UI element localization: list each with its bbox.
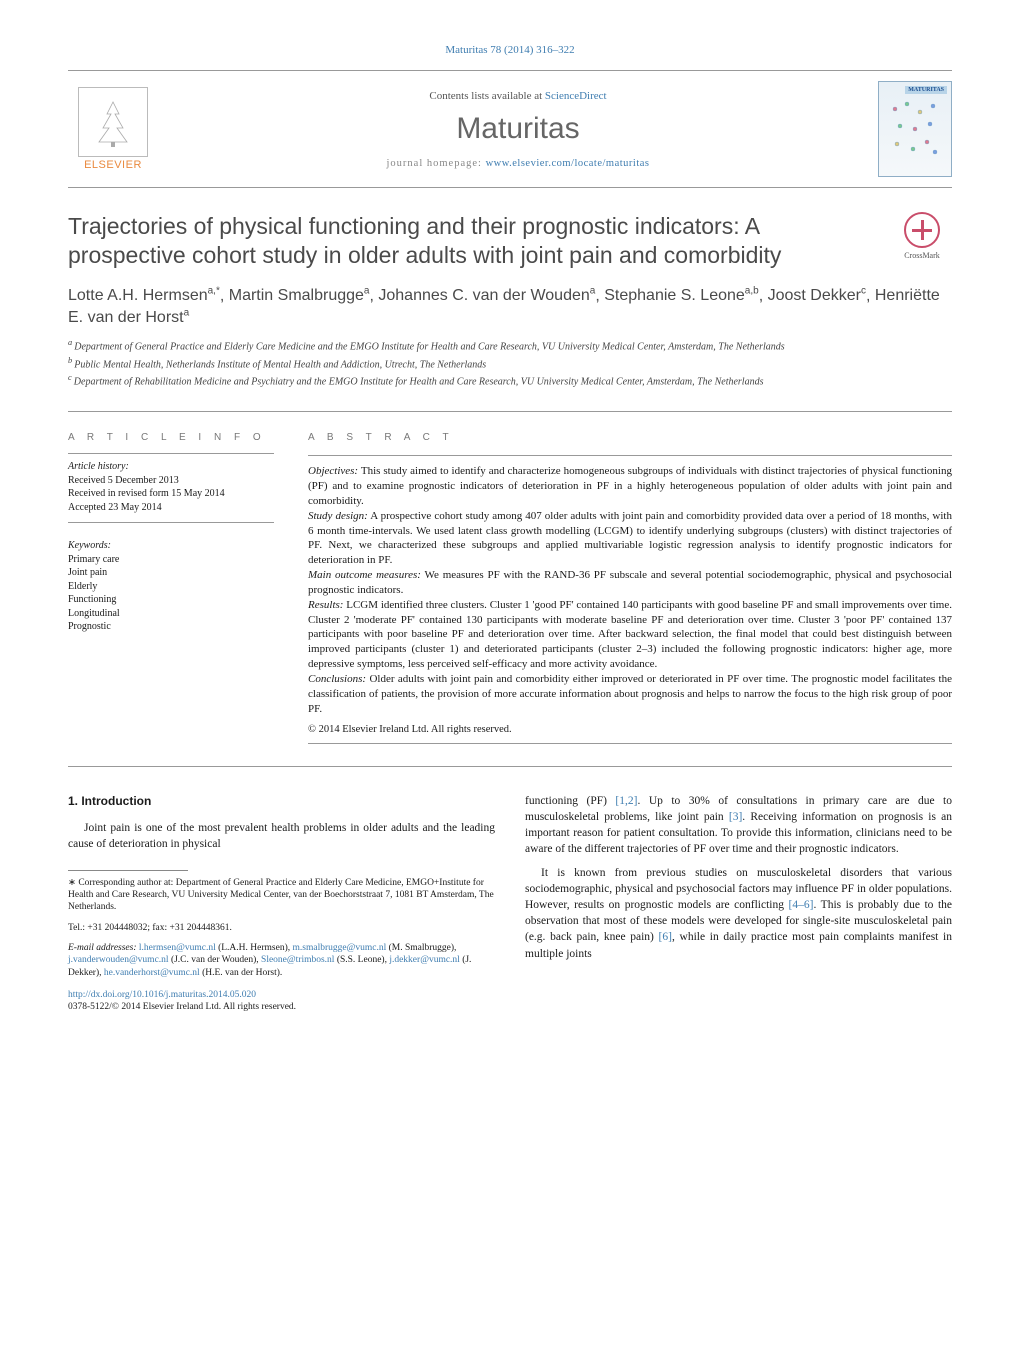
contents-line: Contents lists available at ScienceDirec… <box>158 90 878 102</box>
sciencedirect-link[interactable]: ScienceDirect <box>545 90 607 102</box>
tree-icon <box>85 94 141 150</box>
abstract-column: A B S T R A C T Objectives: This study a… <box>308 432 952 744</box>
contents-prefix: Contents lists available at <box>429 90 544 102</box>
divider <box>68 766 952 767</box>
email-link[interactable]: m.smalbrugge@vumc.nl <box>293 943 387 953</box>
journal-cover-thumbnail: MATURITAS <box>878 81 952 177</box>
email-label: E-mail addresses: <box>68 943 139 953</box>
email-link[interactable]: l.hermsen@vumc.nl <box>139 943 216 953</box>
keyword: Elderly <box>68 580 274 594</box>
keyword: Longitudinal <box>68 607 274 621</box>
article-info-column: A R T I C L E I N F O Article history: R… <box>68 432 274 744</box>
doi-link[interactable]: http://dx.doi.org/10.1016/j.maturitas.20… <box>68 990 256 1000</box>
divider <box>68 453 274 454</box>
affiliations: a Department of General Practice and Eld… <box>68 337 952 389</box>
abstract-outcome: Main outcome measures: We measures PF wi… <box>308 568 952 598</box>
received-date: Received 5 December 2013 <box>68 474 274 488</box>
email-link[interactable]: j.dekker@vumc.nl <box>389 955 459 965</box>
journal-header: ELSEVIER Contents lists available at Sci… <box>68 70 952 188</box>
tel-fax: Tel.: +31 204448032; fax: +31 204448361. <box>68 922 495 934</box>
cover-thumb-title: MATURITAS <box>905 86 947 94</box>
citation-link[interactable]: [3] <box>729 811 742 823</box>
keywords-block: Keywords: Primary careJoint painElderlyF… <box>68 539 274 634</box>
keyword: Primary care <box>68 553 274 567</box>
email-link[interactable]: Sleone@trimbos.nl <box>261 955 334 965</box>
author: Joost Dekkerc <box>768 287 866 304</box>
section-heading-intro: 1. Introduction <box>68 793 495 810</box>
accepted-date: Accepted 23 May 2014 <box>68 501 274 515</box>
author: Stephanie S. Leonea,b <box>604 287 758 304</box>
keywords-label: Keywords: <box>68 539 274 553</box>
author: Johannes C. van der Woudena <box>378 287 595 304</box>
affiliation: a Department of General Practice and Eld… <box>68 337 952 354</box>
abstract-body: Objectives: This study aimed to identify… <box>308 464 952 737</box>
homepage-link[interactable]: www.elsevier.com/locate/maturitas <box>486 158 650 169</box>
header-center: Contents lists available at ScienceDirec… <box>158 90 878 169</box>
affiliation: c Department of Rehabilitation Medicine … <box>68 372 952 389</box>
article-info-heading: A R T I C L E I N F O <box>68 432 274 443</box>
abstract-copyright: © 2014 Elsevier Ireland Ltd. All rights … <box>308 723 952 737</box>
revised-date: Received in revised form 15 May 2014 <box>68 487 274 501</box>
footnotes: ∗ Corresponding author at: Department of… <box>68 877 495 979</box>
intro-paragraph-2: It is known from previous studies on mus… <box>525 865 952 962</box>
elsevier-tree-icon <box>78 87 148 157</box>
abstract-design: Study design: A prospective cohort study… <box>308 509 952 568</box>
divider <box>68 522 274 523</box>
publisher-logo-block: ELSEVIER <box>68 87 158 171</box>
keyword: Joint pain <box>68 566 274 580</box>
journal-reference: Maturitas 78 (2014) 316–322 <box>68 44 952 56</box>
author: Martin Smalbruggea <box>229 287 370 304</box>
doi-block: http://dx.doi.org/10.1016/j.maturitas.20… <box>68 989 495 1014</box>
right-column: functioning (PF) [1,2]. Up to 30% of con… <box>525 793 952 1014</box>
email-link[interactable]: he.vanderhorst@vumc.nl <box>104 968 200 978</box>
cover-art-icon <box>885 94 945 164</box>
crossmark-icon <box>904 212 940 248</box>
homepage-line: journal homepage: www.elsevier.com/locat… <box>158 158 878 169</box>
crossmark-badge[interactable]: CrossMark <box>892 212 952 260</box>
info-abstract-row: A R T I C L E I N F O Article history: R… <box>68 432 952 744</box>
abstract-heading: A B S T R A C T <box>308 432 952 443</box>
crossmark-label: CrossMark <box>904 251 940 260</box>
body-columns: 1. Introduction Joint pain is one of the… <box>68 793 952 1014</box>
title-row: Trajectories of physical functioning and… <box>68 212 952 285</box>
authors-line: Lotte A.H. Hermsena,*, Martin Smalbrugge… <box>68 285 952 329</box>
author: Lotte A.H. Hermsena,* <box>68 287 220 304</box>
divider <box>308 743 952 744</box>
left-column: 1. Introduction Joint pain is one of the… <box>68 793 495 1014</box>
abstract-conclusions: Conclusions: Older adults with joint pai… <box>308 672 952 717</box>
publisher-label: ELSEVIER <box>84 159 142 171</box>
abstract-objectives: Objectives: This study aimed to identify… <box>308 464 952 509</box>
history-label: Article history: <box>68 460 274 474</box>
article-title: Trajectories of physical functioning and… <box>68 212 872 271</box>
divider <box>308 455 952 456</box>
citation-link[interactable]: [6] <box>659 931 672 943</box>
intro-paragraph-1: Joint pain is one of the most prevalent … <box>68 820 495 852</box>
divider <box>68 411 952 412</box>
keyword: Functioning <box>68 593 274 607</box>
journal-title: Maturitas <box>158 112 878 146</box>
page: Maturitas 78 (2014) 316–322 ELSEVIER Con… <box>0 0 1020 1054</box>
email-link[interactable]: j.vanderwouden@vumc.nl <box>68 955 169 965</box>
keyword: Prognostic <box>68 620 274 634</box>
abstract-results: Results: LCGM identified three clusters.… <box>308 598 952 672</box>
citation-link[interactable]: [4–6] <box>789 899 814 911</box>
affiliation: b Public Mental Health, Netherlands Inst… <box>68 355 952 372</box>
corresponding-author: ∗ Corresponding author at: Department of… <box>68 877 495 914</box>
issn-copyright: 0378-5122/© 2014 Elsevier Ireland Ltd. A… <box>68 1002 296 1012</box>
citation-link[interactable]: [1,2] <box>615 795 637 807</box>
intro-paragraph-1-cont: functioning (PF) [1,2]. Up to 30% of con… <box>525 793 952 857</box>
email-addresses: E-mail addresses: l.hermsen@vumc.nl (L.A… <box>68 942 495 979</box>
footnote-separator <box>68 870 188 871</box>
homepage-prefix: journal homepage: <box>387 158 486 169</box>
